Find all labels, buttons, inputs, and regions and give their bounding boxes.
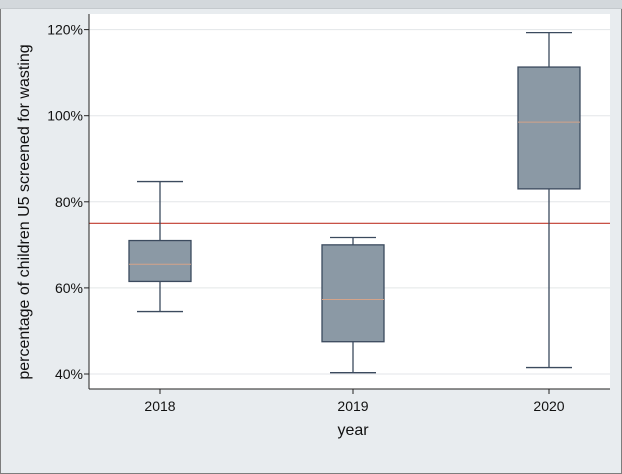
x-tick-label: 2020 — [533, 398, 564, 414]
iqr-box — [517, 66, 581, 190]
box-2018 — [128, 180, 192, 313]
y-tick-label: 80% — [55, 194, 83, 210]
y-tick-label: 120% — [47, 22, 83, 38]
box-2019 — [321, 236, 385, 374]
y-axis-title: percentage of children U5 screened for w… — [16, 44, 33, 379]
axes-group: 40% 60% 80% 100% 120% 2018 2019 2020 — [47, 14, 610, 414]
frame-top-bar — [0, 0, 622, 9]
y-tick-label: 40% — [55, 366, 83, 382]
box-2020 — [517, 31, 581, 369]
y-tick-label: 60% — [55, 280, 83, 296]
x-tick-label: 2018 — [144, 398, 175, 414]
x-tick-label: 2019 — [337, 398, 368, 414]
y-tick-label: 100% — [47, 108, 83, 124]
box-group — [128, 31, 581, 374]
x-axis-title: year — [337, 422, 369, 439]
iqr-box — [128, 239, 192, 283]
iqr-box — [321, 244, 385, 343]
